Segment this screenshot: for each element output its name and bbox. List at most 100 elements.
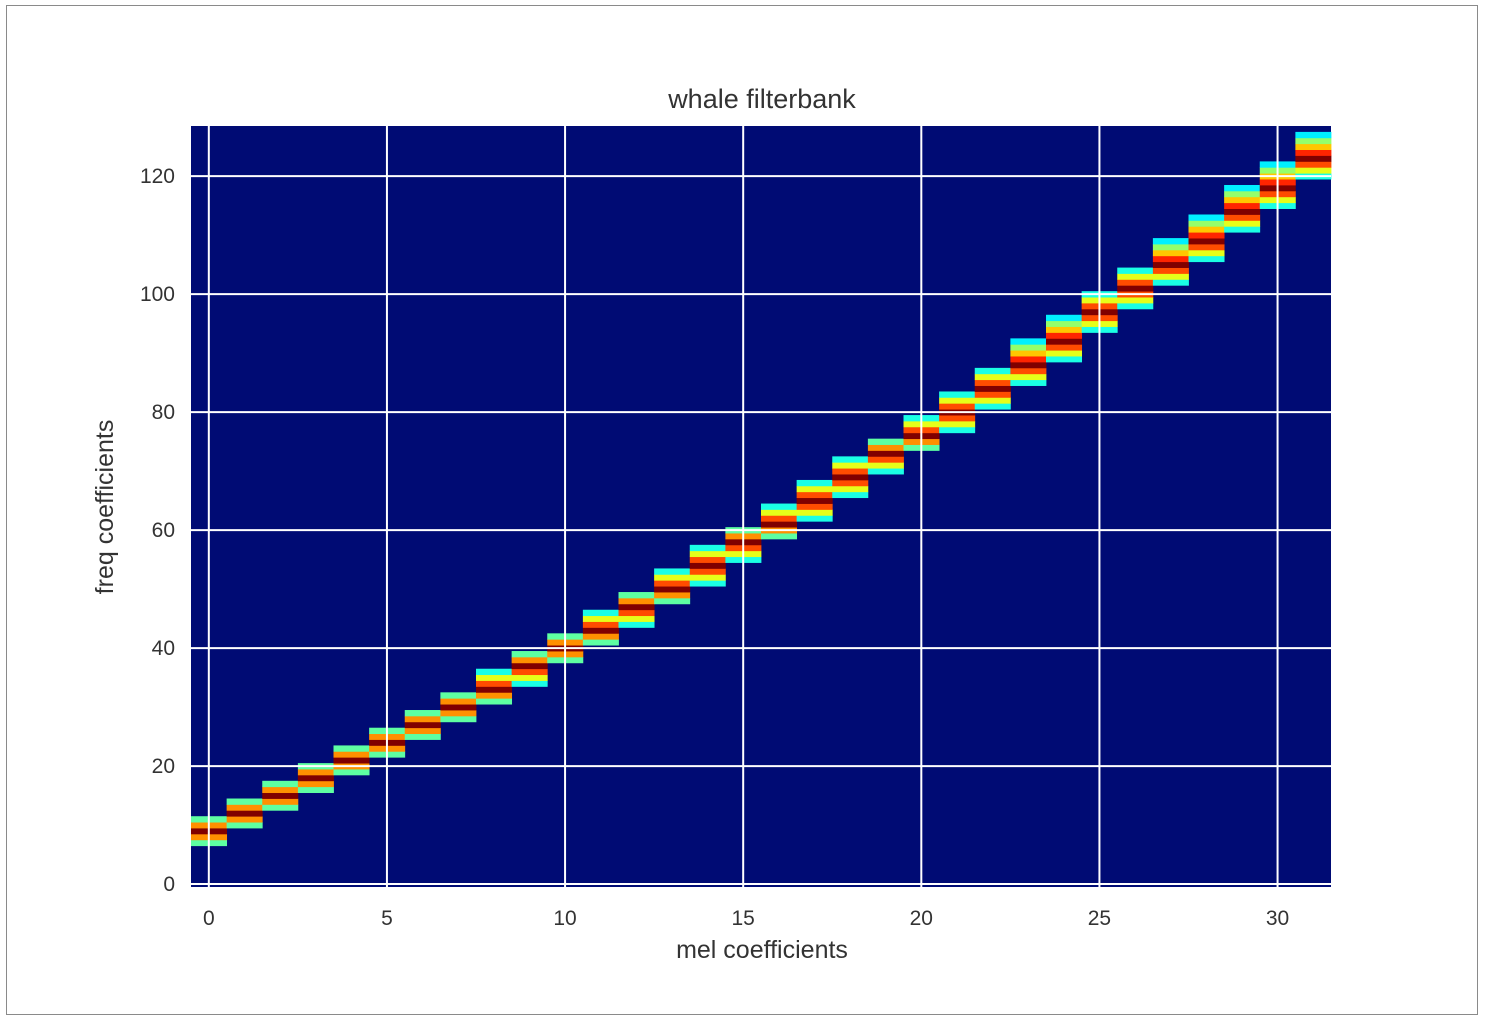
heatmap-cell xyxy=(476,668,513,676)
heatmap-cell xyxy=(689,580,726,587)
heatmap-cell xyxy=(618,603,655,611)
x-tick-label: 20 xyxy=(910,907,933,930)
x-tick-label: 15 xyxy=(732,907,755,930)
heatmap-cell xyxy=(226,798,263,805)
heatmap-cell xyxy=(1117,302,1154,310)
heatmap-cell xyxy=(1188,220,1225,227)
heatmap-cell xyxy=(476,692,513,699)
heatmap-cell xyxy=(262,780,299,788)
heatmap-cell xyxy=(974,397,1011,404)
heatmap-cell xyxy=(1295,131,1332,139)
y-axis-ticks: 0 20 40 60 80 100 120 xyxy=(140,165,175,896)
heatmap-cell xyxy=(333,769,370,776)
heatmap-cell xyxy=(582,609,619,617)
heatmap-cell xyxy=(297,780,334,788)
heatmap-cell xyxy=(1188,238,1225,245)
heatmap-cell xyxy=(1046,344,1083,351)
heatmap-cell xyxy=(1046,320,1083,327)
heatmap-cell xyxy=(1046,314,1083,322)
heatmap-cell xyxy=(404,710,441,717)
grid-lines xyxy=(191,126,1331,887)
heatmap-cell xyxy=(689,544,726,552)
heatmap-cell xyxy=(297,786,334,794)
heatmap-cell xyxy=(796,485,833,493)
heatmap-cell xyxy=(1224,190,1261,198)
heatmap-cell xyxy=(867,468,904,475)
heatmap-cell xyxy=(1117,297,1154,304)
heatmap-cell xyxy=(1010,379,1047,386)
heatmap-cell xyxy=(832,462,869,469)
heatmap-cell xyxy=(582,633,619,640)
heatmap-cell xyxy=(1010,361,1047,369)
heatmap-cell xyxy=(1224,202,1261,209)
heatmap-cell xyxy=(1224,214,1261,221)
heatmap-cell xyxy=(1188,226,1225,233)
heatmap-cell xyxy=(582,621,619,628)
heatmap-cell xyxy=(1295,167,1332,174)
heatmap-cell xyxy=(832,479,869,487)
heatmap-cell xyxy=(1152,273,1189,280)
heatmap-cell xyxy=(1046,356,1083,363)
heatmap-cell xyxy=(1117,285,1154,292)
heatmap-cell xyxy=(1224,196,1261,204)
heatmap-cell xyxy=(618,615,655,622)
heatmap-cell xyxy=(1295,161,1332,168)
heatmap-cell xyxy=(1117,267,1154,274)
heatmap-cell xyxy=(689,562,726,569)
heatmap-cell xyxy=(1046,338,1083,345)
heatmap-cell xyxy=(1152,238,1189,245)
heatmap-cell xyxy=(1295,155,1332,162)
y-tick-label: 100 xyxy=(140,283,175,306)
heatmap-cell xyxy=(1152,249,1189,257)
heatmap-cell xyxy=(939,397,976,404)
heatmap-cell xyxy=(1010,356,1047,363)
heatmap-cell xyxy=(974,403,1011,410)
heatmap-cell xyxy=(1117,279,1154,286)
heatmap-cell xyxy=(796,491,833,499)
heatmap-cell xyxy=(1117,273,1154,280)
heatmap-cell xyxy=(1295,137,1332,145)
heatmap-cell xyxy=(618,592,655,599)
y-tick-label: 0 xyxy=(163,873,175,896)
heatmap-cell xyxy=(1010,350,1047,357)
heatmap-cell xyxy=(939,403,976,410)
heatmap-cell xyxy=(761,515,798,522)
heatmap-cell xyxy=(867,462,904,469)
heatmap-cell xyxy=(1152,243,1189,251)
heatmap-cell xyxy=(974,373,1011,381)
heatmap-cell xyxy=(1224,226,1261,233)
heatmap-cell xyxy=(262,792,299,799)
heatmap-cell xyxy=(689,568,726,575)
heatmap-cell xyxy=(511,656,548,664)
heatmap-cell xyxy=(654,586,691,593)
heatmap-cell xyxy=(226,822,263,829)
heatmap-cell xyxy=(939,415,976,422)
heatmap-cell xyxy=(654,568,691,575)
heatmap-cell xyxy=(404,733,441,740)
x-tick-label: 10 xyxy=(553,907,576,930)
y-tick-label: 40 xyxy=(152,637,175,660)
heatmap-cell xyxy=(440,704,477,711)
heatmap-cell xyxy=(226,804,263,811)
heatmap-cell xyxy=(1295,143,1332,150)
heatmap-cell xyxy=(404,727,441,735)
heatmap-cell xyxy=(689,556,726,563)
x-tick-label: 30 xyxy=(1266,907,1289,930)
heatmap-cell xyxy=(511,668,548,676)
heatmap-cell xyxy=(1188,255,1225,263)
heatmap-cell xyxy=(1188,243,1225,251)
heatmap-cell xyxy=(333,745,370,752)
heatmap-cell xyxy=(654,580,691,587)
heatmap-cell xyxy=(689,574,726,581)
heatmap-cell xyxy=(440,715,477,723)
heatmap-cell xyxy=(1188,214,1225,221)
heatmap-cell xyxy=(511,651,548,658)
heatmap-cell xyxy=(832,485,869,493)
heatmap-cell xyxy=(1224,220,1261,227)
heatmap-cell xyxy=(1046,326,1083,333)
heatmap-cell xyxy=(226,816,263,823)
chart-title: whale filterbank xyxy=(667,84,856,114)
y-tick-label: 20 xyxy=(152,755,175,778)
heatmap-cell xyxy=(1295,149,1332,156)
